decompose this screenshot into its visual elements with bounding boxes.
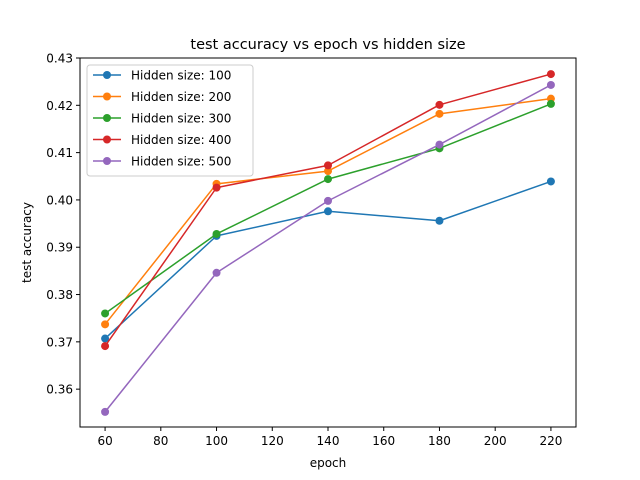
- legend-item: Hidden size: 100: [93, 69, 231, 83]
- legend-item: Hidden size: 200: [93, 90, 231, 104]
- data-point: [435, 100, 444, 109]
- y-axis-label: test accuracy: [20, 202, 34, 283]
- data-point: [324, 196, 332, 205]
- data-point: [212, 229, 221, 238]
- y-tick-label: 0.39: [46, 241, 73, 255]
- data-point: [101, 407, 110, 416]
- x-tick-label: 60: [97, 434, 112, 448]
- legend-item: Hidden size: 300: [93, 112, 231, 126]
- data-point: [101, 334, 110, 343]
- x-tick-label: 160: [372, 434, 395, 448]
- data-point: [435, 216, 444, 225]
- data-point: [101, 309, 110, 318]
- series-3: [101, 99, 555, 318]
- legend-item: Hidden size: 400: [93, 133, 231, 147]
- y-tick-label: 0.42: [46, 99, 73, 113]
- y-axis: 0.36 0.37 0.38 0.39 0.40 0.41 0.42 0.43: [46, 52, 80, 397]
- x-tick-label: 100: [205, 434, 228, 448]
- series-5: [101, 80, 555, 416]
- y-tick-label: 0.36: [46, 383, 73, 397]
- data-point: [324, 167, 332, 176]
- x-axis: 60 80 100 120 140 160 180 200 220: [97, 427, 562, 448]
- data-point: [324, 175, 332, 184]
- y-tick-label: 0.38: [46, 288, 73, 302]
- data-point: [546, 177, 555, 186]
- y-tick-label: 0.40: [46, 193, 73, 207]
- legend-box: [86, 64, 254, 177]
- data-point: [546, 99, 555, 108]
- data-point: [212, 183, 221, 192]
- legend: Hidden size: 100 Hidden size: 200 Hidden s…: [86, 64, 254, 177]
- series-1: [101, 177, 555, 343]
- x-axis-label: epoch: [310, 456, 347, 470]
- legend-swatch-marker: [103, 157, 111, 165]
- plot-area: [101, 70, 555, 416]
- y-tick-label: 0.41: [46, 146, 73, 160]
- legend-label: Hidden size: 100: [131, 69, 231, 83]
- data-point: [546, 70, 555, 79]
- data-point: [101, 320, 110, 329]
- x-tick-label: 180: [428, 434, 451, 448]
- series-4: [101, 70, 555, 351]
- data-point: [435, 109, 444, 118]
- legend-label: Hidden size: 200: [131, 90, 231, 104]
- data-point: [435, 140, 444, 149]
- legend-item: Hidden size: 500: [93, 155, 231, 169]
- y-tick-label: 0.37: [46, 335, 73, 349]
- legend-swatch-marker: [103, 92, 111, 101]
- x-tick-label: 80: [153, 434, 168, 448]
- data-point: [324, 161, 332, 170]
- legend-label: Hidden size: 500: [131, 155, 231, 169]
- x-tick-label: 140: [317, 434, 340, 448]
- legend-swatch-marker: [103, 135, 111, 144]
- x-tick-label: 200: [484, 434, 507, 448]
- legend-swatch-marker: [103, 114, 111, 122]
- x-tick-label: 120: [261, 434, 284, 448]
- legend-label: Hidden size: 400: [131, 133, 231, 147]
- data-point: [546, 80, 555, 89]
- chart-title: test accuracy vs epoch vs hidden size: [190, 37, 465, 53]
- x-tick-label: 220: [539, 434, 562, 448]
- data-point: [101, 342, 110, 351]
- data-point: [212, 268, 221, 277]
- legend-label: Hidden size: 300: [131, 112, 231, 126]
- y-tick-label: 0.43: [46, 52, 73, 66]
- legend-swatch-marker: [103, 71, 111, 79]
- data-point: [324, 207, 332, 216]
